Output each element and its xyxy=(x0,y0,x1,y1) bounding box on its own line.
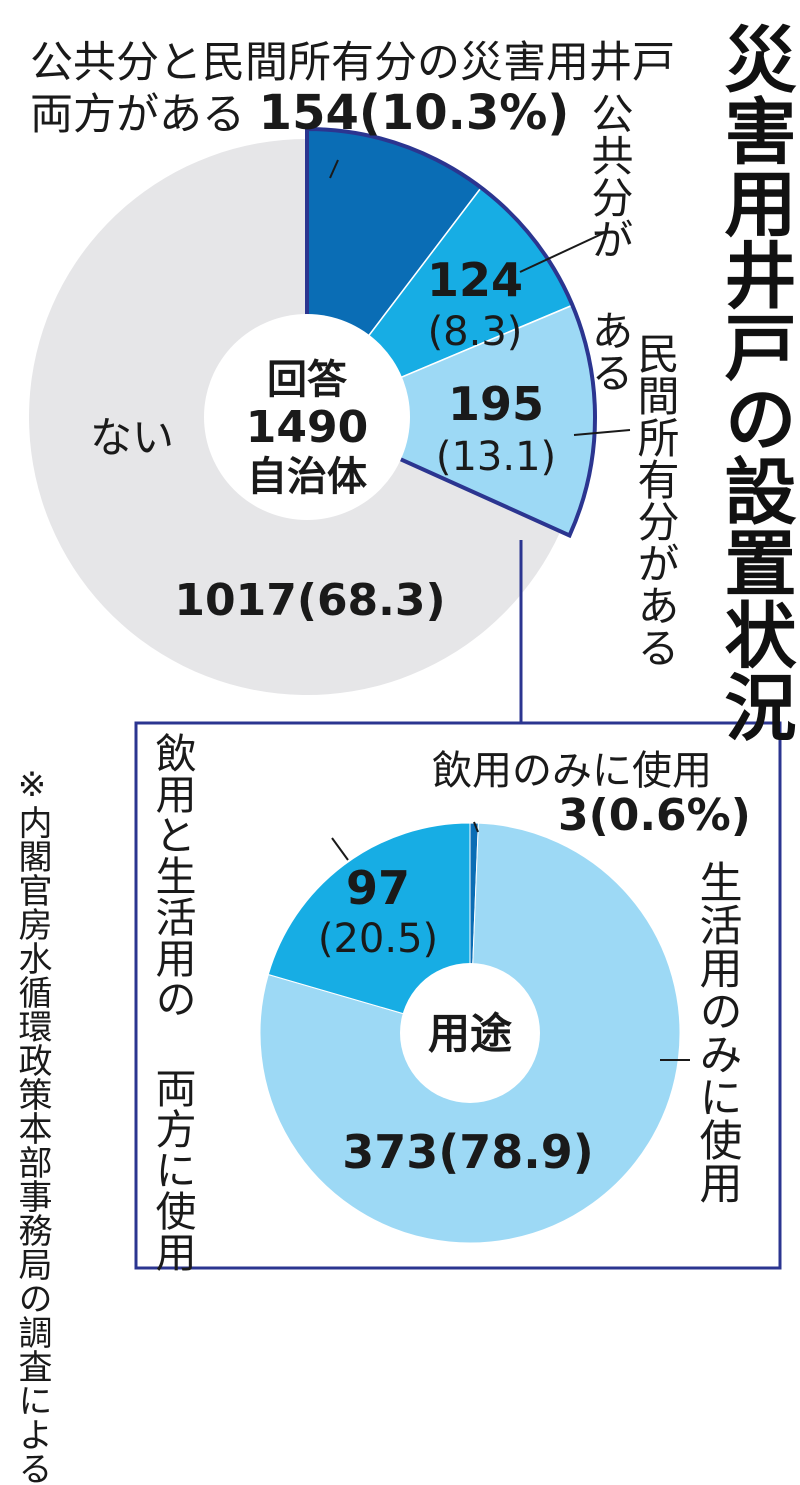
life-only-slice-value: 373(78.9) xyxy=(342,1125,594,1179)
private-slice-percent: (13.1) xyxy=(436,434,556,480)
center-label-2: 1490 xyxy=(246,402,368,453)
both-slice-value: 154(10.3%) xyxy=(258,85,570,141)
leader-drink-only xyxy=(473,821,479,833)
usage-pie-chart xyxy=(259,822,681,1244)
both-slice-label-line2: 両方がある 154(10.3%) xyxy=(30,80,569,142)
drink-life-slice-value: 97 xyxy=(346,861,410,915)
life-only-slice-label: 生活用のみに使用 xyxy=(692,860,742,1204)
drink-only-slice-value: 3(0.6%) xyxy=(558,790,751,841)
usage-center-label: 用途 xyxy=(428,1009,512,1058)
both-slice-label-text: 両方がある xyxy=(30,90,245,140)
private-slice-label: 民間所有分がある xyxy=(631,332,680,668)
leader-lines xyxy=(329,159,690,1061)
usage-pie-center xyxy=(400,963,540,1103)
chart-stage: 124 (8.3) 195 (13.1) ない 1017(68.3) 回答 1490 自治体 97… xyxy=(12,22,796,1485)
public-slice-percent: (8.3) xyxy=(428,309,523,355)
wells-outline xyxy=(305,126,597,539)
leader-private xyxy=(573,429,631,436)
source-note: ※内閣官房水循環政策本部事務局の調査による xyxy=(12,765,52,1485)
drink-only-slice-label: 飲用のみに使用 xyxy=(432,748,712,794)
private-slice-value: 195 xyxy=(448,377,544,431)
public-slice-value: 124 xyxy=(427,253,523,307)
drink-life-slice-label: 飲用と生活用の 両方に使用 xyxy=(148,732,196,1272)
main-pie-chart xyxy=(29,126,597,696)
none-slice-value: 1017(68.3) xyxy=(174,575,445,626)
both-slice-label-line1: 公共分と民間所有分の災害用井戸 xyxy=(30,38,675,88)
chart-title: 災害用井戸の設置状況 xyxy=(712,22,796,742)
leader-public xyxy=(519,231,607,273)
main-pie-center xyxy=(204,314,410,520)
usage-slice-drink_life xyxy=(267,822,471,1034)
breakdown-box xyxy=(134,721,782,1270)
leader-drink-life xyxy=(331,837,349,861)
public-slice-label: 公共分が ある xyxy=(585,92,634,393)
none-slice-label: ない xyxy=(90,413,174,462)
leader-both xyxy=(329,159,339,179)
drink-life-slice-percent: (20.5) xyxy=(318,916,438,962)
center-label-3: 自治体 xyxy=(247,454,367,500)
center-label-1: 回答 xyxy=(267,357,348,403)
